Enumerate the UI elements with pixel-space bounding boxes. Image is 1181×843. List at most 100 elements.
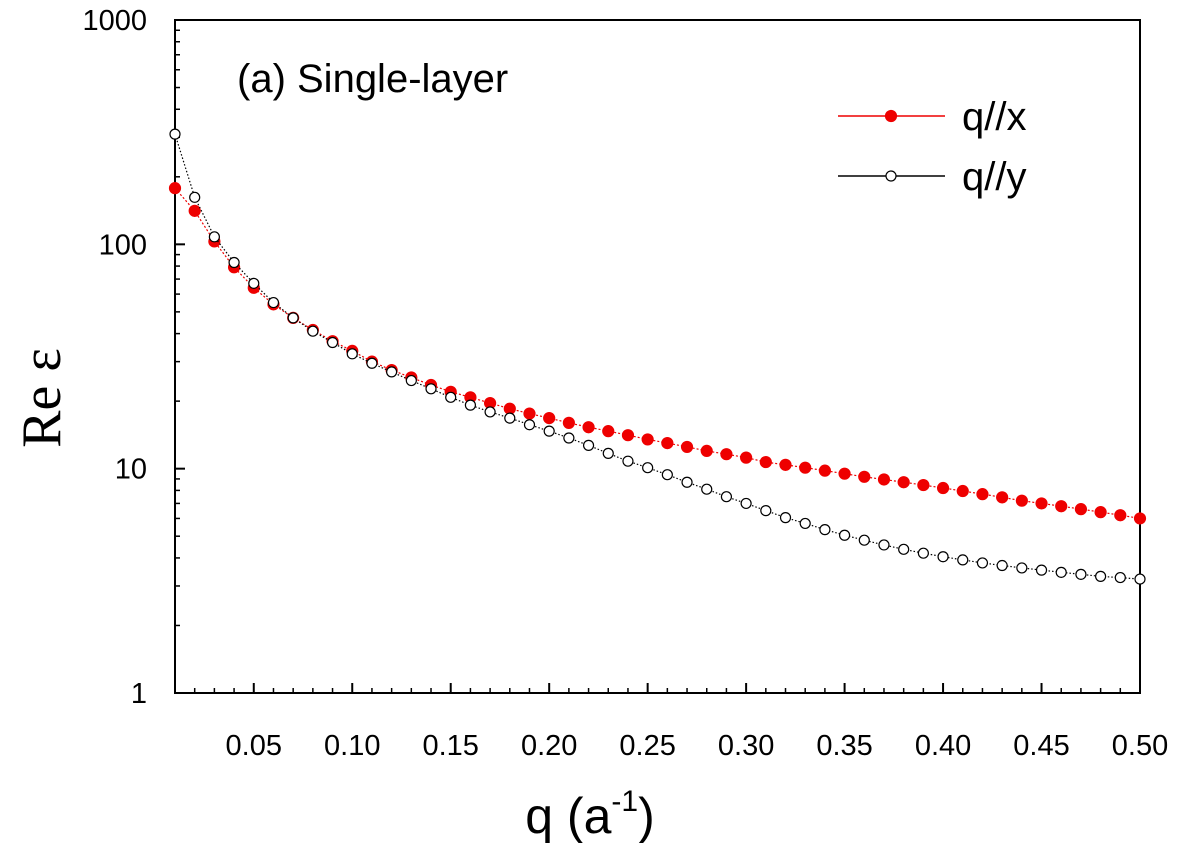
data-point	[208, 231, 220, 243]
data-point	[641, 433, 654, 446]
data-point	[897, 476, 910, 489]
data-point	[228, 256, 240, 269]
data-point	[740, 451, 753, 464]
legend-marker	[884, 109, 898, 123]
data-point	[996, 491, 1009, 504]
data-point	[996, 559, 1008, 572]
data-point	[248, 277, 260, 289]
x-axis-label-close: )	[638, 788, 655, 843]
data-point	[838, 467, 851, 480]
data-point	[621, 429, 635, 442]
data-point	[720, 448, 733, 461]
data-point	[464, 399, 477, 411]
x-axis-label-superscript: -1	[611, 785, 638, 818]
data-point	[168, 182, 182, 195]
data-point	[858, 534, 870, 546]
data-point	[504, 412, 516, 424]
data-point	[1055, 566, 1067, 578]
x-tick-label: 0.05	[226, 730, 282, 762]
data-point	[701, 483, 713, 495]
data-point	[602, 425, 615, 438]
series-line	[174, 187, 1141, 519]
data-point	[582, 439, 595, 451]
x-tick-label: 0.20	[521, 730, 577, 762]
x-tick-label: 0.25	[619, 730, 675, 762]
data-point	[956, 484, 969, 498]
x-tick-label: 0.35	[816, 730, 872, 762]
data-point	[563, 432, 575, 444]
legend-item-2: q//y	[838, 155, 1026, 199]
data-point	[681, 476, 693, 488]
series-layer	[168, 128, 1147, 585]
legend-marker	[885, 170, 897, 182]
legend: q//x q//y	[838, 95, 1026, 199]
data-point	[484, 406, 496, 418]
data-point	[386, 366, 398, 378]
data-point	[819, 524, 831, 536]
data-point	[917, 478, 930, 492]
data-point	[1095, 570, 1107, 582]
data-point	[287, 312, 299, 324]
data-point	[523, 407, 536, 420]
data-point	[878, 539, 890, 551]
data-point	[877, 473, 891, 486]
data-point	[759, 455, 772, 469]
data-point	[799, 461, 812, 474]
data-point	[169, 128, 181, 140]
legend-item-1: q//x	[838, 95, 1026, 139]
data-point	[957, 554, 969, 566]
data-point	[425, 383, 437, 395]
x-tick-label: 0.40	[915, 730, 971, 762]
data-point	[937, 551, 949, 563]
data-point	[346, 348, 358, 360]
panel-label: (a) Single-layer	[237, 57, 508, 101]
data-point	[799, 517, 811, 530]
data-point	[661, 437, 674, 450]
series-2	[169, 128, 1146, 585]
y-tick-label: 1000	[82, 5, 147, 37]
data-point	[1094, 506, 1107, 519]
data-point	[720, 491, 733, 503]
data-point	[1015, 494, 1028, 507]
data-point	[1134, 573, 1146, 585]
data-point	[838, 529, 851, 541]
data-point	[267, 296, 280, 309]
y-axis: 1 10 100 1000	[82, 5, 185, 710]
data-point	[740, 497, 752, 510]
data-point	[562, 416, 575, 429]
data-point	[700, 444, 713, 458]
data-point	[543, 412, 556, 425]
data-point	[582, 421, 595, 434]
data-point	[307, 325, 319, 337]
y-tick-label: 10	[115, 454, 147, 486]
data-point	[760, 505, 772, 517]
data-point	[818, 464, 831, 477]
y-tick-label: 100	[99, 229, 147, 261]
data-point	[858, 470, 871, 483]
data-point	[976, 488, 989, 501]
x-tick-label: 0.50	[1112, 730, 1168, 762]
x-axis-label: q (a-1)	[525, 785, 655, 843]
x-tick-label: 0.45	[1013, 730, 1069, 762]
data-point	[1114, 509, 1127, 522]
series-line	[174, 133, 1141, 580]
data-point	[189, 191, 201, 203]
plot-area	[174, 19, 1141, 694]
data-point	[622, 455, 634, 467]
data-point	[523, 419, 536, 431]
data-point	[779, 458, 792, 471]
data-point	[405, 374, 417, 387]
legend-label: q//x	[962, 95, 1026, 139]
data-point	[898, 543, 910, 555]
data-point	[1074, 503, 1088, 516]
data-point	[602, 447, 614, 459]
legend-label: q//y	[962, 155, 1026, 199]
data-point	[445, 391, 457, 403]
data-point	[779, 512, 792, 524]
data-point	[543, 425, 555, 437]
data-point	[661, 469, 673, 481]
data-point	[1035, 497, 1048, 510]
data-point	[326, 336, 339, 349]
data-point	[642, 462, 654, 474]
